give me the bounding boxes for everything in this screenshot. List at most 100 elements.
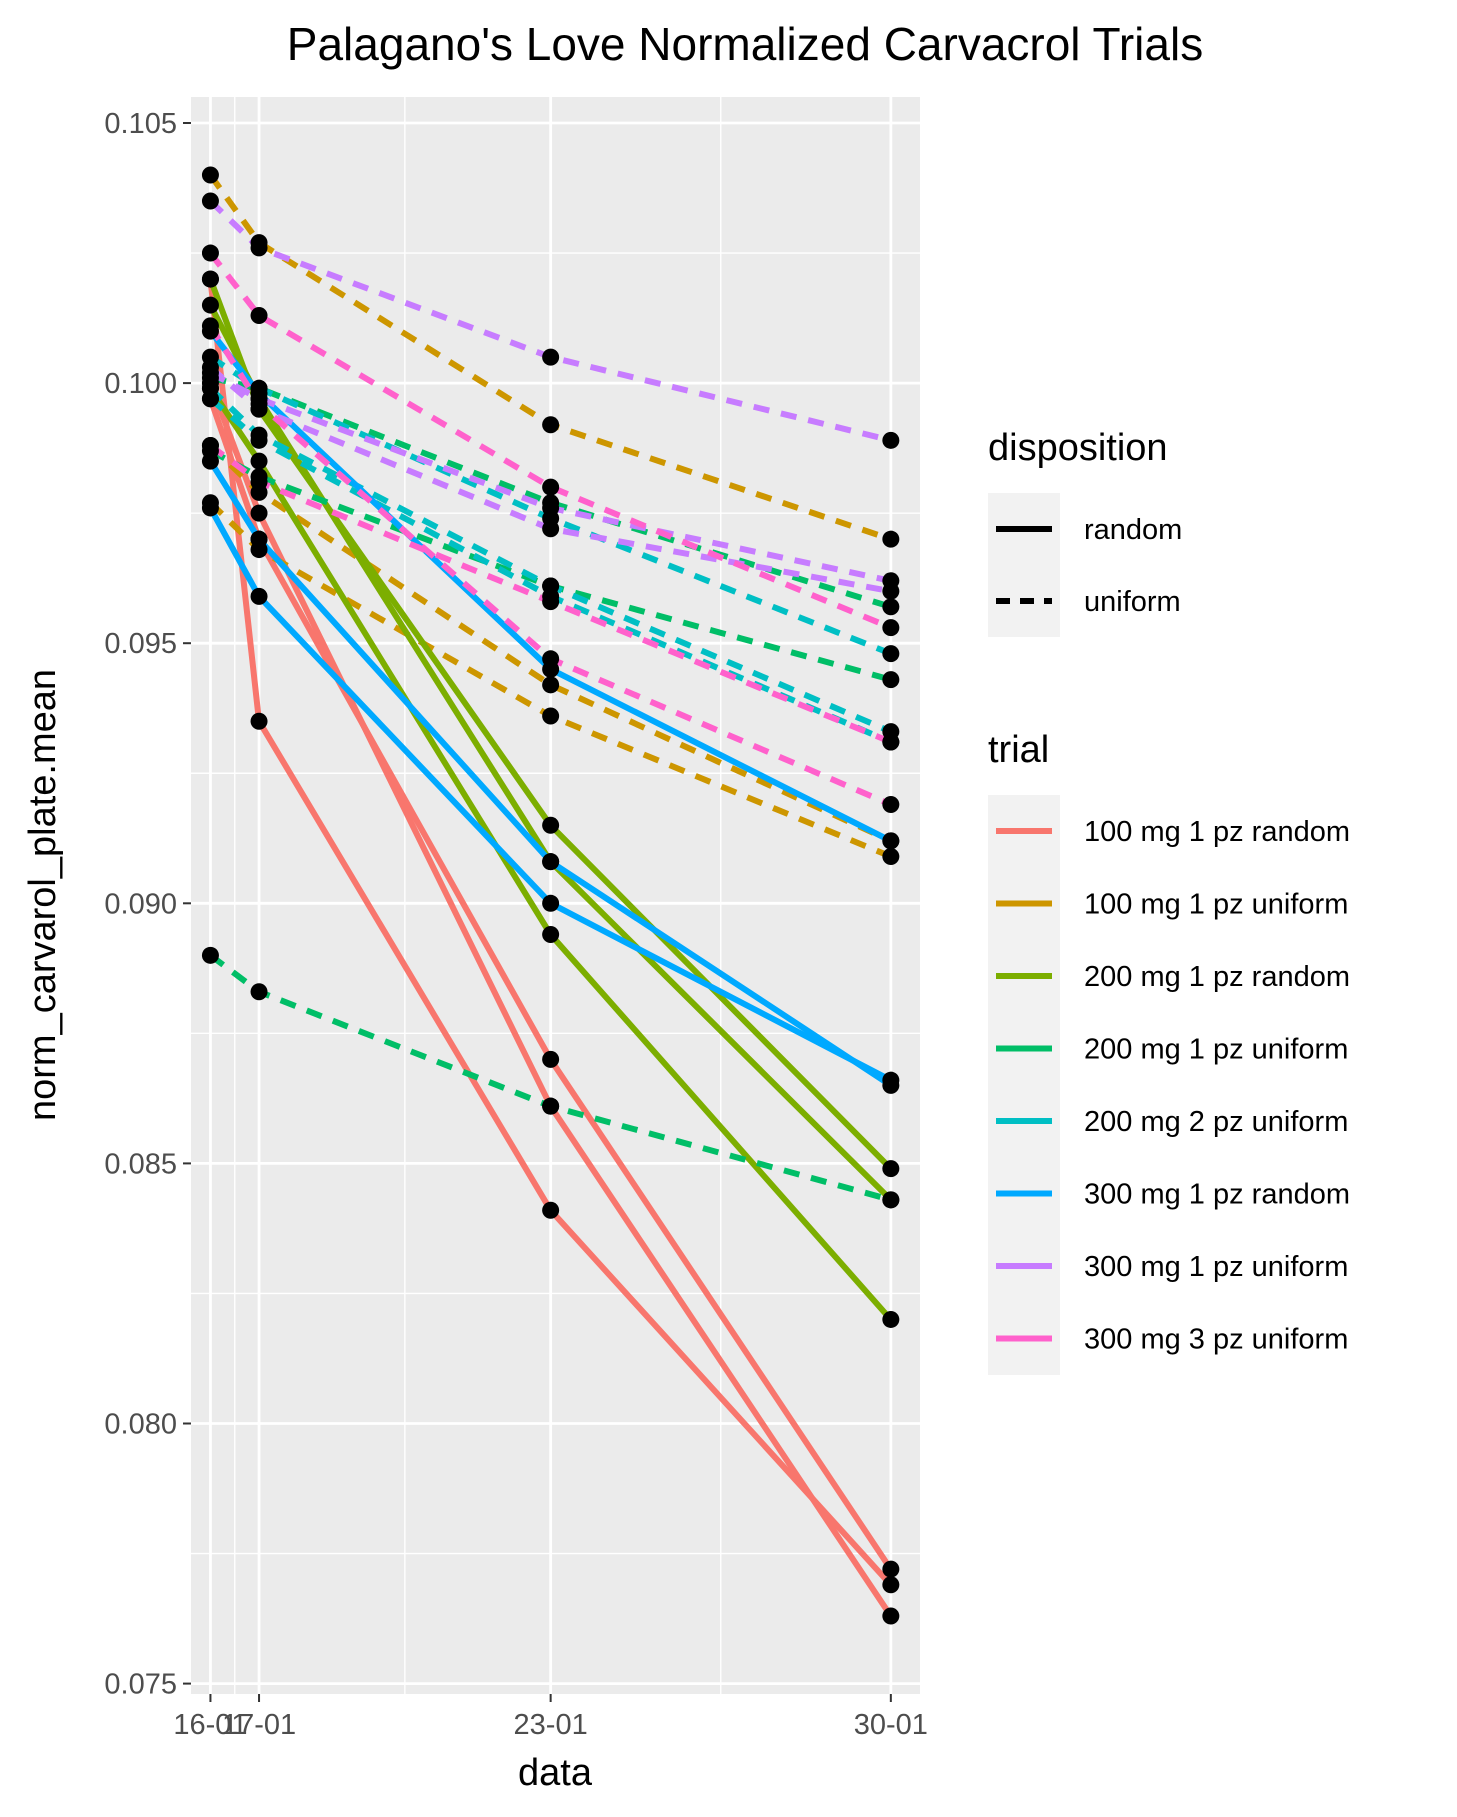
series-line [207, 324, 892, 808]
data-point [542, 520, 560, 538]
legend-label: 100 mg 1 pz uniform [1084, 889, 1348, 921]
legend-label: 200 mg 1 pz uniform [1084, 1034, 1348, 1066]
data-point [542, 894, 560, 912]
data-point [882, 645, 900, 663]
x-tick-label: 17-01 [222, 1709, 296, 1741]
series-line [208, 198, 892, 444]
series-line [207, 506, 893, 1083]
data-point [542, 853, 560, 871]
data-point [882, 431, 900, 449]
series-lines [207, 173, 894, 1618]
data-point [250, 306, 268, 324]
data-point [882, 671, 900, 689]
data-point [201, 437, 219, 455]
data-point [250, 587, 268, 605]
y-tick-label: 0.105 [104, 108, 177, 140]
data-point [201, 946, 219, 964]
data-point [542, 1050, 560, 1068]
data-point [201, 499, 219, 517]
data-point [542, 478, 560, 496]
series-line [208, 396, 892, 745]
series-line [208, 952, 892, 1203]
data-point [882, 1160, 900, 1178]
legend-trial: trial 100 mg 1 pz random 100 mg 1 pz unifo… [988, 729, 1350, 1375]
data-point [201, 364, 219, 382]
data-point [542, 348, 560, 366]
data-point [882, 847, 900, 865]
data-point [542, 1097, 560, 1115]
data-points [201, 166, 900, 1625]
data-point [250, 452, 268, 470]
series-line [207, 382, 894, 1618]
series-line [208, 443, 892, 745]
y-tick-label: 0.095 [104, 628, 177, 660]
y-tick-label: 0.085 [104, 1148, 177, 1180]
series-line [207, 459, 893, 1088]
data-point [250, 530, 268, 548]
data-point [201, 244, 219, 262]
data-point [882, 733, 900, 751]
data-point [250, 395, 268, 413]
legend-label: 100 mg 1 pz random [1084, 816, 1350, 848]
data-point [882, 1576, 900, 1594]
data-point [882, 1071, 900, 1089]
x-axis-title: data [518, 1752, 593, 1794]
legend-label: 300 mg 1 pz random [1084, 1179, 1350, 1211]
grid-lines [191, 97, 920, 1694]
legend-label: 300 mg 1 pz uniform [1084, 1251, 1348, 1283]
data-point [201, 296, 219, 314]
data-point [542, 593, 560, 611]
legend-title: trial [988, 729, 1049, 771]
data-point [201, 166, 219, 184]
data-point [882, 619, 900, 637]
data-point [201, 317, 219, 335]
series-line [208, 386, 892, 735]
data-point [542, 816, 560, 834]
data-point [250, 504, 268, 522]
data-point [882, 598, 900, 616]
data-point [542, 926, 560, 944]
data-point [250, 239, 268, 257]
data-point [542, 650, 560, 668]
data-point [250, 426, 268, 444]
data-point [250, 983, 268, 1001]
data-point [542, 707, 560, 725]
y-tick-label: 0.075 [104, 1669, 177, 1701]
chart-title: Palagano's Love Normalized Carvacrol Tri… [287, 18, 1203, 70]
x-tick-label: 16-01 [173, 1709, 247, 1741]
x-tick-label: 23-01 [514, 1709, 588, 1741]
series-line [207, 303, 893, 1202]
data-point [882, 1607, 900, 1625]
data-point [882, 1560, 900, 1578]
legend-title: disposition [988, 427, 1168, 469]
series-line [207, 278, 893, 1171]
legend-disposition: disposition random uniform [988, 427, 1182, 637]
legend-label: uniform [1084, 586, 1181, 618]
data-point [201, 192, 219, 210]
legend-label: random [1084, 514, 1182, 546]
data-point [882, 572, 900, 590]
series-line [208, 443, 893, 844]
data-point [882, 832, 900, 850]
legend-label: 300 mg 3 pz uniform [1084, 1324, 1348, 1356]
data-point [542, 577, 560, 595]
data-point [250, 712, 268, 730]
data-point [201, 379, 219, 397]
data-point [882, 1310, 900, 1328]
series-line [208, 354, 892, 657]
series-line [208, 370, 892, 584]
series-line [208, 251, 892, 631]
legend-label: 200 mg 2 pz uniform [1084, 1106, 1348, 1138]
y-axis-title: norm_carvarol_plate.mean [22, 669, 64, 1121]
y-tick-label: 0.080 [104, 1408, 177, 1440]
data-point [882, 530, 900, 548]
data-point [542, 499, 560, 517]
data-point [250, 473, 268, 491]
legend-label: 200 mg 1 pz random [1084, 961, 1350, 993]
data-point [201, 452, 219, 470]
data-point [882, 1191, 900, 1209]
data-point [882, 795, 900, 813]
